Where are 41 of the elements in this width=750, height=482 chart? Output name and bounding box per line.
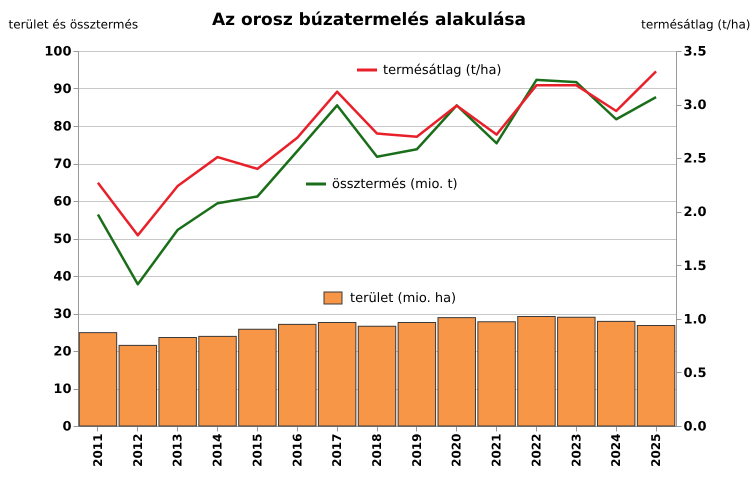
y2-tick-label: 3.5 <box>684 44 707 60</box>
y-tick-label: 50 <box>53 232 72 247</box>
x-tick-label: 2019 <box>410 434 424 467</box>
y-tick-label: 60 <box>53 194 72 210</box>
legend-label: össztermés (mio. t) <box>332 177 458 192</box>
y-tick-label: 0 <box>62 420 72 434</box>
y-tick-label: 80 <box>53 120 72 134</box>
x-tick-label: 2017 <box>330 434 344 467</box>
legend-label: terület (mio. ha) <box>350 291 456 306</box>
x-tick-label: 2023 <box>569 434 584 467</box>
y-axis-title: terület és össztermés <box>8 18 138 32</box>
y-tick-label: 40 <box>53 270 72 284</box>
y2-tick-label: 1.0 <box>684 312 707 328</box>
x-tick-label: 2018 <box>370 434 384 467</box>
chart-title: Az orosz búzatermelés alakulása <box>212 10 526 30</box>
y-tick-label: 70 <box>53 157 72 172</box>
y-tick-label: 30 <box>53 307 72 322</box>
x-tick-label: 2012 <box>130 434 145 467</box>
x-tick-label: 2022 <box>529 434 544 467</box>
y2-tick-label: 2.0 <box>684 205 707 220</box>
legend-label: termésátlag (t/ha) <box>383 63 502 78</box>
y-tick-label: 100 <box>44 44 72 60</box>
x-tick-label: 2025 <box>649 434 664 467</box>
y2-tick-label: 0.0 <box>684 420 707 434</box>
y2-tick-label: 3.0 <box>684 98 707 114</box>
y-tick-label: 10 <box>53 382 72 397</box>
x-tick-label: 2015 <box>250 434 264 467</box>
y2-tick-label: 2.5 <box>684 152 707 167</box>
x-tick-label: 2020 <box>450 434 464 467</box>
x-tick-label: 2011 <box>90 434 105 467</box>
y-tick-label: 90 <box>53 82 72 97</box>
y2-tick-label: 0.5 <box>684 366 707 381</box>
y2-tick-label: 1.5 <box>684 258 707 274</box>
y2-axis-title: termésátlag (t/ha) <box>641 18 750 32</box>
x-tick-label: 2024 <box>609 434 624 467</box>
x-tick-label: 2013 <box>170 434 185 467</box>
x-tick-label: 2016 <box>290 434 304 467</box>
x-tick-label: 2021 <box>490 434 504 467</box>
y-tick-label: 20 <box>53 344 72 360</box>
line-series <box>96 78 658 286</box>
x-tick-label: 2014 <box>210 434 225 467</box>
